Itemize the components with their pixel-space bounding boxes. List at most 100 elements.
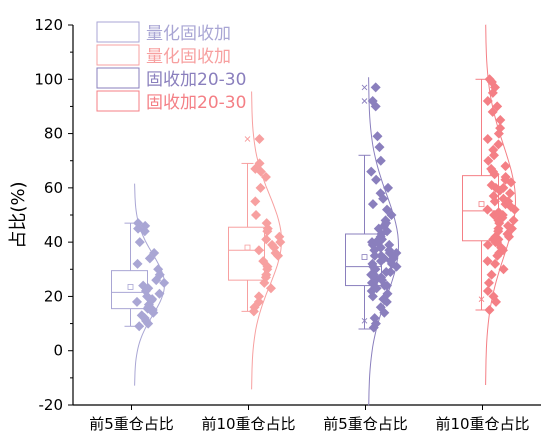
legend-swatch <box>96 21 140 43</box>
outlier-marker <box>361 84 368 91</box>
data-point <box>482 239 493 250</box>
data-point <box>482 286 493 296</box>
data-point <box>503 220 514 231</box>
data-point <box>483 277 494 288</box>
data-point <box>153 264 164 275</box>
y-tick-label: 60 <box>44 179 63 197</box>
data-point <box>375 302 386 313</box>
y-tick-label: 120 <box>34 16 63 34</box>
data-point <box>500 161 511 172</box>
data-point <box>136 310 147 321</box>
data-point <box>260 172 271 182</box>
data-point <box>371 174 382 185</box>
data-point <box>492 101 503 112</box>
y-tick-label: 80 <box>44 125 63 143</box>
data-point <box>385 267 396 277</box>
data-point <box>498 193 509 204</box>
mean-marker <box>244 244 251 251</box>
data-point <box>369 250 380 261</box>
data-point <box>250 196 261 207</box>
mean-marker <box>361 254 368 260</box>
data-point <box>138 280 149 291</box>
data-point <box>134 321 145 332</box>
y-tick-label: -20 <box>39 396 64 414</box>
data-point <box>500 172 511 182</box>
data-point <box>367 258 378 269</box>
legend-label: 量化固收加 <box>146 24 231 44</box>
outlier-marker <box>361 98 368 104</box>
data-point <box>493 139 504 150</box>
data-point <box>253 296 264 307</box>
data-point <box>374 142 385 153</box>
data-point <box>274 231 285 242</box>
data-point <box>261 218 272 229</box>
axes: -20 0 20 40 60 80 100 120 前5重仓占比 前10重仓占比 前5重仓占比 前10… <box>34 16 541 433</box>
data-point <box>372 131 383 142</box>
data-point <box>493 207 504 218</box>
data-point <box>254 158 265 169</box>
box <box>228 226 265 281</box>
data-point <box>258 256 269 267</box>
data-point <box>486 180 497 191</box>
x-tick-label: 前5重仓占比 <box>323 415 408 433</box>
data-point <box>370 82 381 93</box>
data-point <box>131 296 142 307</box>
data-point <box>253 291 264 302</box>
data-point <box>382 288 393 299</box>
series-group <box>462 24 520 386</box>
data-point <box>508 215 519 226</box>
series-group <box>111 183 170 386</box>
data-point <box>482 204 493 215</box>
x-tick-label: 前10重仓占比 <box>435 415 529 433</box>
data-point <box>369 313 380 324</box>
legend-swatch <box>96 44 140 66</box>
mean-marker <box>127 284 134 290</box>
data-point <box>380 215 391 226</box>
data-point <box>384 239 395 250</box>
y-tick-label: 20 <box>44 287 63 305</box>
data-point <box>498 264 509 275</box>
data-point <box>495 115 506 125</box>
data-point <box>261 234 272 245</box>
data-point <box>254 134 265 144</box>
data-point <box>159 277 170 288</box>
distribution-curve <box>368 77 400 406</box>
data-point <box>265 283 276 294</box>
outlier-marker <box>361 318 368 324</box>
data-point <box>255 182 266 193</box>
data-point <box>488 144 499 155</box>
outlier-marker <box>244 136 251 142</box>
chart-marks <box>111 24 520 406</box>
data-point <box>484 74 495 85</box>
x-tick-label: 前10重仓占比 <box>201 415 295 433</box>
series-group <box>345 77 402 406</box>
outlier-marker <box>478 296 485 302</box>
data-point <box>132 258 143 269</box>
x-tick-label: 前5重仓占比 <box>89 415 174 433</box>
data-point <box>251 210 262 220</box>
y-axis-label: 占比(%) <box>8 181 29 248</box>
data-point <box>367 96 378 106</box>
y-tick-label: 40 <box>44 233 63 251</box>
data-point <box>154 288 165 299</box>
data-point <box>488 191 499 201</box>
data-point <box>253 245 264 256</box>
legend-label: 固收加20-30 <box>146 93 246 113</box>
data-point <box>505 188 516 199</box>
data-point <box>133 218 144 229</box>
data-point <box>366 166 377 177</box>
data-point <box>375 188 386 199</box>
data-point <box>267 239 278 250</box>
data-point <box>488 291 499 302</box>
data-point <box>486 163 497 174</box>
data-point <box>482 134 493 144</box>
data-point <box>376 250 387 261</box>
data-point <box>381 204 392 215</box>
data-point <box>484 305 495 315</box>
data-point <box>483 155 494 166</box>
data-point <box>482 256 493 267</box>
data-point <box>375 155 386 166</box>
y-tick-label: 0 <box>53 342 63 360</box>
